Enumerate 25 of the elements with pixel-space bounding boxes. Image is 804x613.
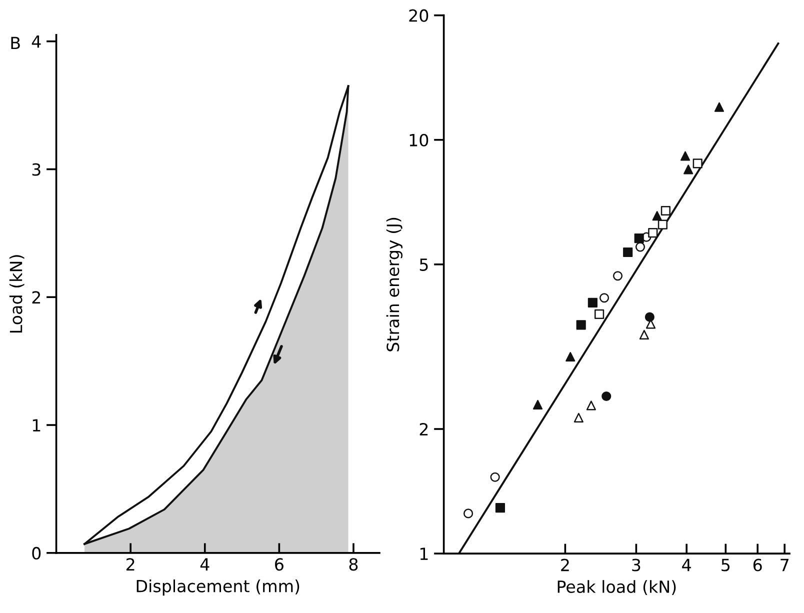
x-axis-title: Peak load (kN) bbox=[558, 580, 676, 595]
y-tick-label: 2 bbox=[32, 291, 40, 304]
x-tick-label: 2 bbox=[561, 558, 569, 572]
y-tick-label: 1 bbox=[420, 548, 428, 560]
y-tick-label: 3 bbox=[32, 163, 40, 176]
y-axis-title: Load (kN) bbox=[9, 255, 24, 333]
y-tick-label: 5 bbox=[420, 258, 428, 271]
y-tick-label: 0 bbox=[32, 546, 41, 560]
y-tick-label: 20 bbox=[409, 9, 428, 22]
y-tick-label: 2 bbox=[420, 422, 428, 436]
y-tick-label: 10 bbox=[410, 134, 428, 146]
x-tick-label: 4 bbox=[200, 558, 210, 570]
y-tick-label: 1 bbox=[32, 419, 40, 432]
x-tick-label: 2 bbox=[126, 558, 134, 570]
text: B bbox=[11, 36, 20, 50]
x-tick-label: 6 bbox=[275, 558, 284, 571]
y-axis-title: Strain energy (J) bbox=[386, 218, 402, 352]
x-tick-label: 4 bbox=[682, 558, 691, 572]
x-tick-label: 7 bbox=[780, 558, 788, 572]
x-axis-title: Displacement (mm) bbox=[136, 579, 300, 596]
x-tick-label: 6 bbox=[753, 558, 762, 572]
y-tick-label: 4 bbox=[32, 36, 41, 48]
x-tick-label: 5 bbox=[722, 558, 730, 572]
x-tick-label: 3 bbox=[632, 558, 640, 572]
x-tick-label: 8 bbox=[349, 558, 358, 571]
